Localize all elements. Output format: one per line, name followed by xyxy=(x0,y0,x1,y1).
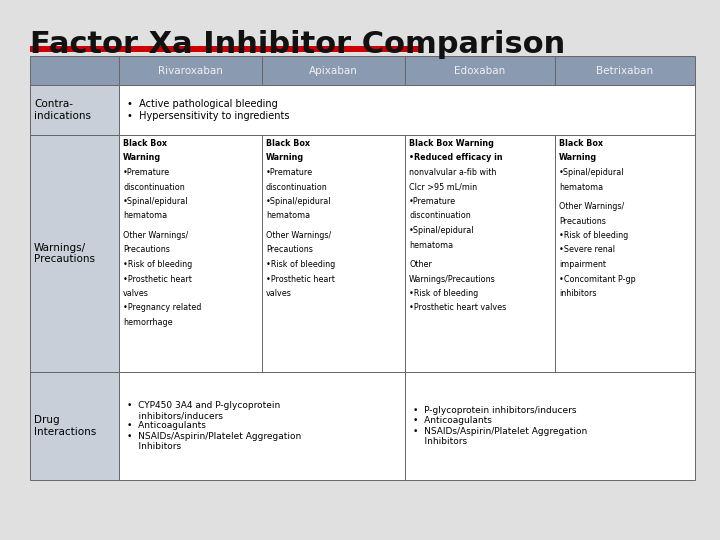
Text: Betrixaban: Betrixaban xyxy=(596,65,654,76)
Bar xyxy=(119,135,262,372)
Text: •Risk of bleeding: •Risk of bleeding xyxy=(266,260,336,269)
Text: Other: Other xyxy=(409,260,432,269)
Text: Precautions: Precautions xyxy=(559,217,606,226)
Text: •Risk of bleeding: •Risk of bleeding xyxy=(123,260,192,269)
Bar xyxy=(405,372,695,480)
Text: •Pregnancy related: •Pregnancy related xyxy=(123,303,202,313)
Bar xyxy=(119,85,695,135)
Text: discontinuation: discontinuation xyxy=(409,212,471,220)
Text: Warnings/
Precautions: Warnings/ Precautions xyxy=(34,242,95,264)
Bar xyxy=(30,135,119,372)
Text: •  Active pathological bleeding
•  Hypersensitivity to ingredients: • Active pathological bleeding • Hyperse… xyxy=(127,99,289,121)
Text: •  CYP450 3A4 and P-glycoprotein
    inhibitors/inducers
•  Anticoagulants
•  NS: • CYP450 3A4 and P-glycoprotein inhibito… xyxy=(127,401,301,451)
Text: Other Warnings/: Other Warnings/ xyxy=(559,202,624,211)
Bar xyxy=(405,56,555,85)
Text: •Premature: •Premature xyxy=(266,168,313,177)
Text: •Spinal/epidural: •Spinal/epidural xyxy=(266,197,331,206)
Text: hematoma: hematoma xyxy=(409,240,453,249)
Bar xyxy=(262,56,405,85)
Text: •Risk of bleeding: •Risk of bleeding xyxy=(559,231,629,240)
Text: •Spinal/epidural: •Spinal/epidural xyxy=(123,197,189,206)
Bar xyxy=(119,372,405,480)
Text: Warnings/Precautions: Warnings/Precautions xyxy=(409,274,496,284)
Text: hemorrhage: hemorrhage xyxy=(123,318,173,327)
Text: valves: valves xyxy=(266,289,292,298)
Text: impairment: impairment xyxy=(559,260,606,269)
Text: valves: valves xyxy=(123,289,149,298)
Text: •Spinal/epidural: •Spinal/epidural xyxy=(409,226,474,235)
Text: Drug
Interactions: Drug Interactions xyxy=(34,415,96,437)
Text: Precautions: Precautions xyxy=(123,246,170,254)
Text: Edoxaban: Edoxaban xyxy=(454,65,505,76)
Text: hematoma: hematoma xyxy=(559,183,603,192)
Bar xyxy=(555,135,695,372)
Bar xyxy=(119,56,262,85)
Text: •Prosthetic heart: •Prosthetic heart xyxy=(266,274,335,284)
Bar xyxy=(30,46,420,52)
Text: Precautions: Precautions xyxy=(266,246,313,254)
Text: Other Warnings/: Other Warnings/ xyxy=(123,231,188,240)
Text: •Prosthetic heart: •Prosthetic heart xyxy=(123,274,192,284)
Bar xyxy=(30,85,119,135)
Text: hematoma: hematoma xyxy=(266,212,310,220)
Bar xyxy=(262,135,405,372)
Text: discontinuation: discontinuation xyxy=(266,183,328,192)
Text: Contra-
indications: Contra- indications xyxy=(34,99,91,121)
Text: Apixaban: Apixaban xyxy=(309,65,358,76)
Text: Black Box: Black Box xyxy=(266,139,310,148)
Bar xyxy=(405,135,555,372)
Text: •Premature: •Premature xyxy=(123,168,170,177)
Bar xyxy=(30,56,119,85)
Text: •Premature: •Premature xyxy=(409,197,456,206)
Bar xyxy=(555,56,695,85)
Bar xyxy=(30,372,119,480)
Text: •  P-glycoprotein inhibitors/inducers
•  Anticoagulants
•  NSAIDs/Aspirin/Platel: • P-glycoprotein inhibitors/inducers • A… xyxy=(413,406,588,446)
Text: •Concomitant P-gp: •Concomitant P-gp xyxy=(559,274,636,284)
Text: Black Box: Black Box xyxy=(123,139,167,148)
Text: hematoma: hematoma xyxy=(123,212,167,220)
Text: Warning: Warning xyxy=(123,153,161,163)
Text: discontinuation: discontinuation xyxy=(123,183,185,192)
Text: Clcr >95 mL/min: Clcr >95 mL/min xyxy=(409,183,477,192)
Text: •Prosthetic heart valves: •Prosthetic heart valves xyxy=(409,303,506,313)
Text: Factor Xa Inhibitor Comparison: Factor Xa Inhibitor Comparison xyxy=(30,30,565,59)
Text: •Spinal/epidural: •Spinal/epidural xyxy=(559,168,624,177)
Text: Black Box Warning: Black Box Warning xyxy=(409,139,494,148)
Text: •Severe renal: •Severe renal xyxy=(559,246,615,254)
Text: Rivaroxaban: Rivaroxaban xyxy=(158,65,223,76)
Text: inhibitors: inhibitors xyxy=(559,289,596,298)
Text: Warning: Warning xyxy=(559,153,597,163)
Text: •Reduced efficacy in: •Reduced efficacy in xyxy=(409,153,503,163)
Text: Other Warnings/: Other Warnings/ xyxy=(266,231,331,240)
Text: nonvalvular a-fib with: nonvalvular a-fib with xyxy=(409,168,496,177)
Text: Black Box: Black Box xyxy=(559,139,603,148)
Text: Warning: Warning xyxy=(266,153,304,163)
Text: •Risk of bleeding: •Risk of bleeding xyxy=(409,289,478,298)
